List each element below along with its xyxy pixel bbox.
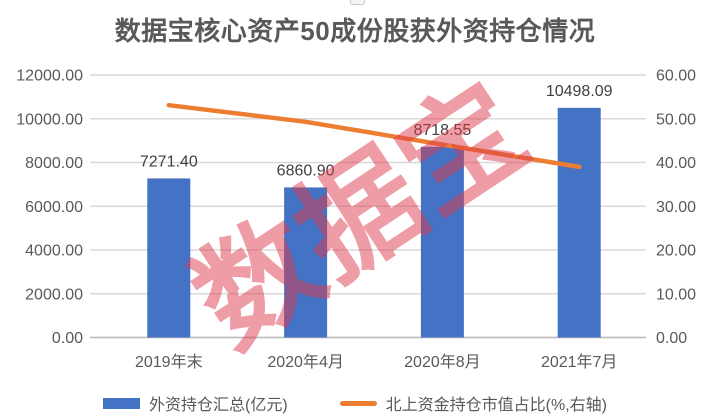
left-axis-tick-label: 6000.00 (25, 199, 83, 216)
bar-value-label: 7271.40 (140, 153, 198, 170)
left-axis-tick-label: 0.00 (52, 330, 83, 347)
right-axis-tick-label: 0.00 (656, 330, 687, 347)
bar (557, 107, 601, 338)
right-axis-tick-label: 20.00 (656, 243, 696, 260)
legend-item-bar-series: 外资持仓汇总(亿元) (102, 391, 288, 415)
legend-item-line-series: 北上资金持仓市值占比(%,右轴) (339, 391, 607, 415)
bar (420, 146, 464, 338)
bar (147, 178, 191, 338)
right-axis-tick-label: 50.00 (656, 111, 696, 128)
line-series-swatch-icon (339, 400, 377, 406)
category-label: 2020年8月 (404, 353, 481, 371)
legend: 外资持仓汇总(亿元) 北上资金持仓市值占比(%,右轴) (0, 391, 710, 415)
category-label: 2019年末 (135, 353, 203, 371)
left-axis-tick-label: 12000.00 (16, 68, 83, 85)
right-axis-tick-label: 40.00 (656, 155, 696, 172)
bar-value-label: 6860.90 (277, 162, 335, 179)
bar-value-label: 8718.55 (413, 122, 471, 139)
line-series (166, 102, 582, 170)
left-axis-tick-label: 4000.00 (25, 243, 83, 260)
chart-title: 数据宝核心资产50成份股获外资持仓情况 (114, 16, 596, 46)
right-axis-tick-label: 10.00 (656, 286, 696, 303)
left-axis-tick-label: 2000.00 (25, 286, 83, 303)
right-axis-tick-label: 30.00 (656, 199, 696, 216)
legend-line-series-label: 北上资金持仓市值占比(%,右轴) (385, 397, 607, 414)
legend-bar-series-label: 外资持仓汇总(亿元) (148, 397, 288, 414)
right-axis-tick-label: 60.00 (656, 68, 696, 85)
category-label: 2021年7月 (541, 353, 618, 371)
bar (284, 187, 328, 338)
left-axis-tick-label: 10000.00 (16, 111, 83, 128)
left-axis-tick-label: 8000.00 (25, 155, 83, 172)
bar-series-swatch-icon (102, 397, 140, 409)
category-label: 2020年4月 (267, 353, 344, 371)
bar-value-label: 10498.09 (546, 83, 613, 100)
chart-selection-handle (350, 0, 365, 5)
